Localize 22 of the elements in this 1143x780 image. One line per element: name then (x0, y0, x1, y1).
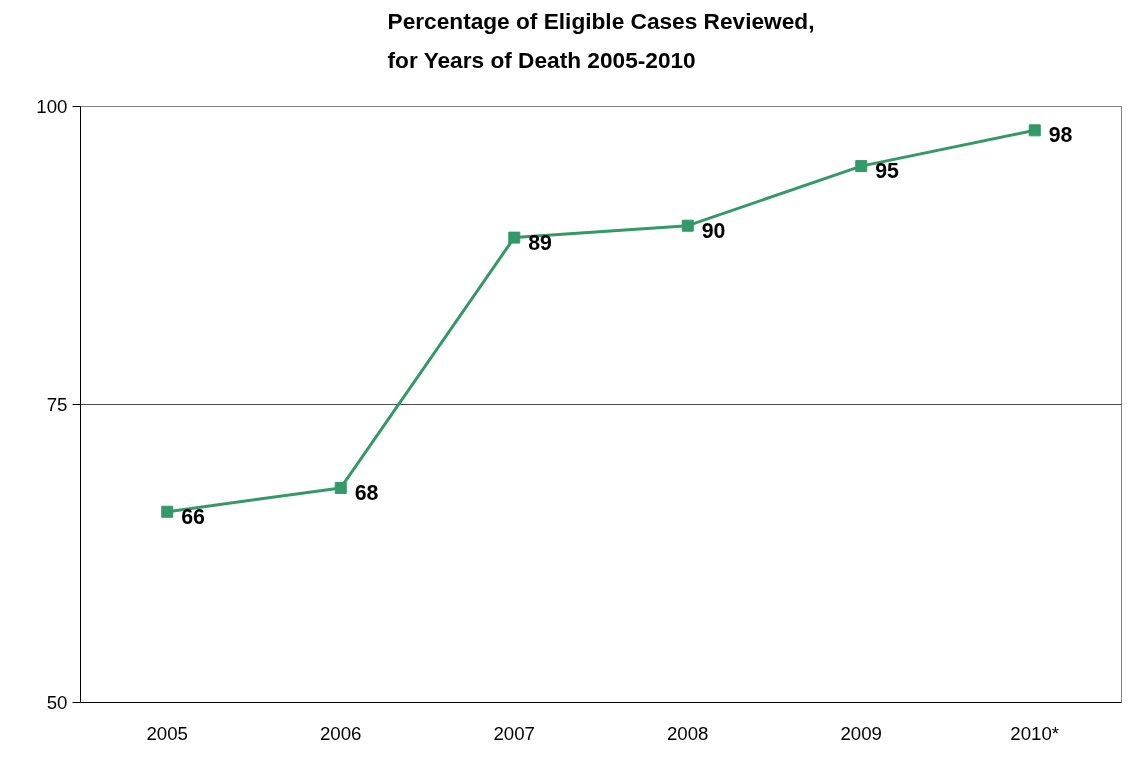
x-tick-label: 2010* (1010, 722, 1060, 744)
data-label: 89 (528, 230, 553, 255)
x-tick-label: 2006 (320, 722, 362, 744)
x-tick-label: 2008 (667, 722, 709, 744)
y-tick-label: 75 (46, 394, 68, 415)
x-tick-label: 2005 (146, 722, 189, 744)
point (508, 231, 521, 244)
x-tick-label: 2007 (493, 722, 536, 744)
point (161, 505, 174, 518)
data-label: 66 (181, 504, 206, 529)
chart-title: Percentage of Eligible Cases Reviewed, for Years of Death 2005-2010 (387, 7, 815, 73)
point (334, 481, 347, 494)
point (681, 219, 694, 232)
data-label: 95 (875, 159, 900, 184)
data-label: 98 (1048, 123, 1073, 148)
point (855, 160, 868, 173)
y-tick-label: 100 (36, 96, 68, 117)
point (1028, 124, 1041, 137)
y-tick-label: 50 (46, 692, 68, 713)
x-tick-label: 2009 (840, 722, 883, 744)
data-label: 68 (354, 480, 379, 505)
data-label: 90 (701, 218, 726, 243)
